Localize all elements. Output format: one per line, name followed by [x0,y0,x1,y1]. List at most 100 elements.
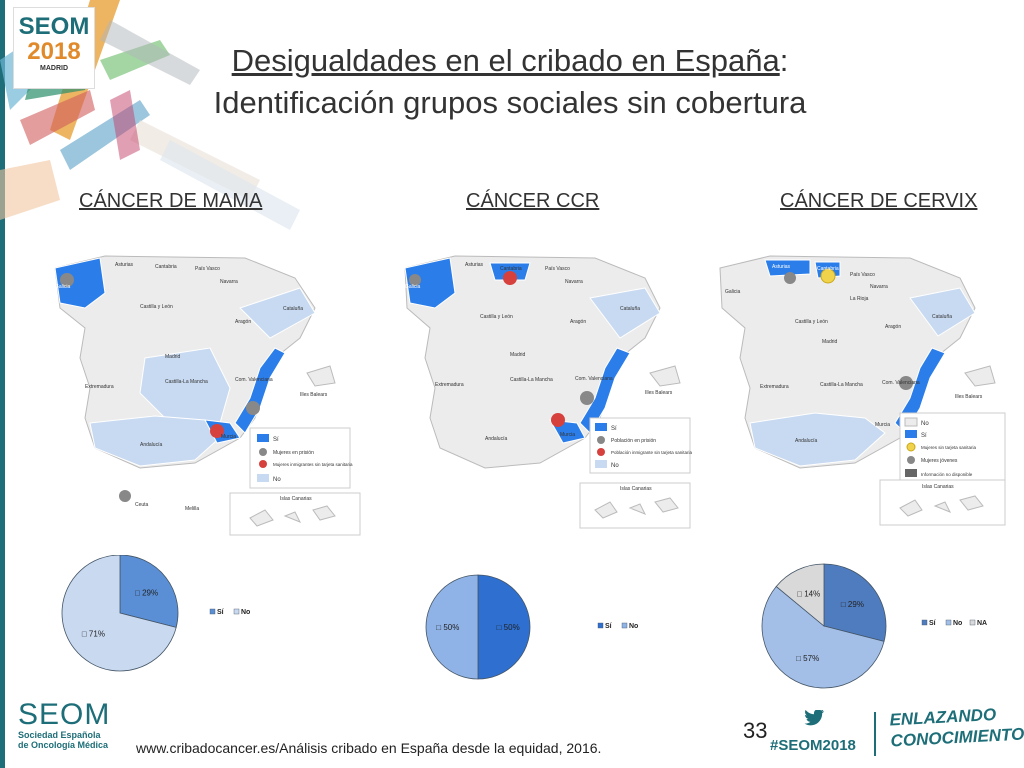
pie-slice-no [61,555,177,672]
map2-label: Islas Canarias [620,486,652,492]
pie-data-label: □ 29% [841,600,864,609]
map2-label: Galicia [405,284,421,290]
pie-slice-s [119,555,179,628]
hashtag: #SEOM2018 [770,737,856,754]
legend-label: NA [977,620,987,627]
map1-legend-immigrant: Mujeres inmigrantes sin tarjeta sanitari… [273,462,353,467]
seom-society-logo: SEOM Sociedad Española de Oncología Médi… [18,698,111,751]
map3-label: Castilla y León [795,319,828,325]
title-underlined: Desigualdades en el cribado en España [231,43,780,78]
map2-label: Aragón [570,319,586,325]
legend-label: No [629,623,638,630]
legend-label: Sí [929,620,937,627]
map1-label: Murcia [221,434,236,440]
pie-chart-ccr: □ 50% □ 50% Sí No [425,574,638,680]
map1-label: Galicia [55,284,71,290]
legend-swatch [921,619,928,626]
legend-swatch [969,619,976,626]
title-colon: : [779,43,789,78]
map3-label: Andalucía [795,438,817,444]
map3-label: La Rioja [850,296,869,302]
map3-label: Com. Valenciana [882,380,920,386]
map2-label: Navarra [565,279,583,285]
map1-legend-si: Sí [273,437,279,443]
map2-legend-immigrant: Población inmigrante sin tarjeta sanitar… [611,450,693,455]
map1-label: Andalucía [140,442,162,448]
footer-divider [874,712,876,756]
map1-label: Extremadura [85,384,114,390]
map2-label: Cantabria [500,266,522,272]
logo-line2: 2018 [27,38,81,65]
map3-label: País Vasco [850,272,875,278]
pie-data-label: □ 71% [82,630,105,639]
seom-logo-text: SEOM [18,698,111,731]
pie-data-label: □ 50% [436,623,459,632]
map3-legend-no-disponible: Información no disponible [921,472,973,477]
map2-label: Castilla y León [480,314,513,320]
seom-logo-line2: de Oncología Médica [18,740,109,750]
section-label-ccr: CÁNCER CCR [466,190,600,212]
map3-label: Aragón [885,324,901,330]
map3-label: Murcia [875,422,890,428]
map2-label: Extremadura [435,382,464,388]
map3-label: Asturias [772,264,791,270]
legend-label: Sí [217,609,225,616]
slide-title: Desigualdades en el cribado en España: I… [130,40,890,124]
map1-legend-no: No [273,477,281,483]
map2-label: Murcia [560,432,575,438]
map3-legend-no: No [921,421,929,427]
map-cervix: No Sí Mujeres sin tarjeta sanitaria Muje… [719,255,1006,526]
map3-label: Extremadura [760,384,789,390]
pie-data-label: □ 50% [497,623,520,632]
logo-line1: SEOM [18,13,90,40]
map1-label: Madrid [165,354,181,360]
legend-swatch [209,608,216,615]
map3-legend-si: Sí [921,433,927,439]
map3-label: Illes Balears [955,394,983,400]
map1-label: Navarra [220,279,238,285]
pie-chart-cervix: □ 29% □ 57% □ 14% Sí No NA [761,563,987,689]
legend-label: No [953,620,962,627]
map-mama: Sí Mujeres en prisión Mujeres inmigrante… [54,255,361,536]
map1-label: Asturias [115,262,134,268]
pie-data-label: □ 29% [135,588,158,597]
map3-legend-jovenes: Mujeres jóvenes [921,458,958,464]
map2-label: Asturias [465,262,484,268]
map3-label: Cataluña [932,314,952,320]
left-accent-bar [0,0,5,768]
twitter-bird-icon [804,710,825,726]
page-number: 33 [743,718,768,743]
map1-label: Castilla y León [140,304,173,310]
legend-swatch [233,608,240,615]
map3-legend-no-tarjeta: Mujeres sin tarjeta sanitaria [921,445,977,450]
map3-label: Navarra [870,284,888,290]
map2-legend-prison: Población en prisión [611,438,656,444]
legend-swatch [621,622,628,629]
map3-label: Castilla-La Mancha [820,382,863,388]
legend-label: No [241,609,250,616]
map3-label: Galicia [725,289,741,295]
legend-swatch [597,622,604,629]
legend-label: Sí [605,623,613,630]
map2-label: Andalucía [485,436,507,442]
map3-label: Madrid [822,339,838,345]
pie-data-label: □ 57% [796,654,819,663]
map2-label: País Vasco [545,266,570,272]
map2-legend-si: Sí [611,426,617,432]
slogan: ENLAZANDO CONOCIMIENTO [889,703,1024,752]
map1-legend-prison: Mujeres en prisión [273,450,314,456]
map3-label: Cantabria [817,266,839,272]
pie-slice-s [823,563,887,642]
pie-slice-s [477,574,531,680]
map2-legend-no: No [611,463,619,469]
pie-chart-mama: □ 29% □ 71% Sí No [61,555,250,672]
map2-label: Com. Valenciana [575,376,613,382]
legend-swatch [945,619,952,626]
pie-slice-na [775,563,825,627]
map1-label: Castilla-La Mancha [165,379,208,385]
map1-label: Illes Balears [300,392,328,398]
map-ccr: Sí Población en prisión Población inmigr… [404,255,693,529]
map2-label: Castilla-La Mancha [510,377,553,383]
map1-label: Islas Canarias [280,496,312,502]
source-citation: www.cribadocancer.es/Análisis cribado en… [136,740,602,756]
